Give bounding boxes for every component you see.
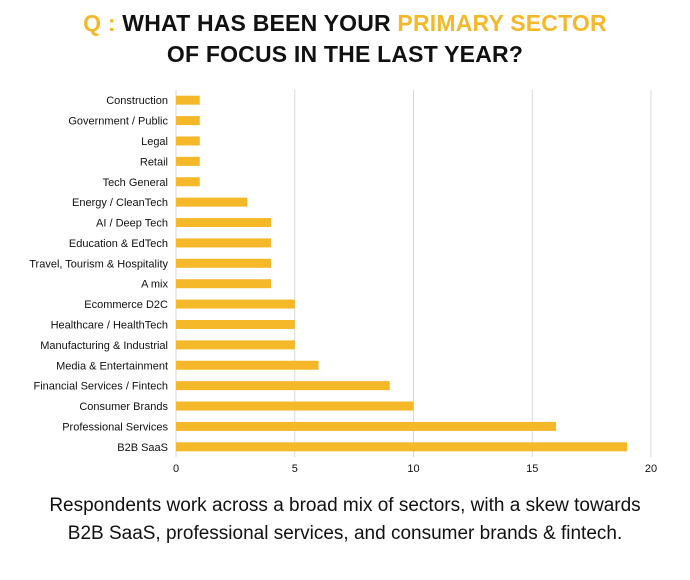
- bar-6: [176, 218, 271, 228]
- title-line-1: Q : WHAT HAS BEEN YOUR PRIMARY SECTOR: [0, 8, 690, 39]
- x-tick-label-1: 5: [292, 463, 298, 475]
- category-label-4: Tech General: [103, 177, 168, 189]
- bar-16: [176, 421, 556, 431]
- bar-15: [176, 401, 414, 411]
- chart-caption: Respondents work across a broad mix of s…: [49, 495, 641, 544]
- title-line-2: OF FOCUS IN THE LAST YEAR?: [166, 41, 524, 67]
- bar-2: [176, 136, 200, 146]
- category-label-8: Travel, Tourism & Hospitality: [29, 258, 168, 270]
- category-label-7: Education & EdTech: [69, 238, 168, 250]
- bar-5: [176, 197, 248, 207]
- category-label-16: Professional Services: [62, 421, 168, 433]
- category-label-11: Healthcare / HealthTech: [51, 319, 168, 331]
- x-tick-label-4: 20: [645, 463, 657, 475]
- title-line-1-text: WHAT HAS BEEN YOUR: [122, 10, 391, 36]
- category-label-2: Legal: [141, 136, 168, 148]
- bar-8: [176, 258, 271, 268]
- category-label-6: AI / Deep Tech: [96, 218, 168, 230]
- bar-9: [176, 279, 271, 289]
- title-prefix: Q :: [83, 10, 116, 36]
- bar-chart: 0 5 10 15 20 Construction Government / Public L…: [0, 85, 690, 480]
- category-label-15: Consumer Brands: [79, 401, 168, 413]
- x-tick-label-2: 10: [407, 463, 419, 475]
- title-accent: PRIMARY SECTOR: [397, 10, 607, 36]
- x-tick-label-3: 15: [526, 463, 538, 475]
- bar-7: [176, 238, 271, 248]
- bar-10: [176, 299, 295, 309]
- x-tick-label-0: 0: [173, 463, 179, 475]
- bar-3: [176, 156, 200, 166]
- category-label-0: Construction: [106, 95, 168, 107]
- bar-0: [176, 95, 200, 105]
- category-label-1: Government / Public: [68, 116, 168, 128]
- category-label-12: Manufacturing & Industrial: [40, 340, 168, 352]
- category-label-3: Retail: [140, 156, 168, 168]
- bar-13: [176, 360, 319, 370]
- category-label-13: Media & Entertainment: [56, 360, 168, 372]
- bar-14: [176, 381, 390, 391]
- category-label-9: A mix: [141, 279, 168, 291]
- category-label-14: Financial Services / Fintech: [34, 381, 169, 393]
- bar-11: [176, 319, 295, 329]
- category-label-5: Energy / CleanTech: [72, 197, 168, 209]
- bar-chart-svg: 0 5 10 15 20 Construction Government / Public L…: [29, 90, 657, 475]
- bar-12: [176, 340, 295, 350]
- bar-17: [176, 442, 628, 452]
- bar-1: [176, 116, 200, 126]
- page-title: Q : WHAT HAS BEEN YOUR PRIMARY SECTOR OF…: [0, 8, 690, 70]
- category-label-10: Ecommerce D2C: [84, 299, 168, 311]
- category-label-17: B2B SaaS: [117, 442, 168, 454]
- bar-4: [176, 177, 200, 187]
